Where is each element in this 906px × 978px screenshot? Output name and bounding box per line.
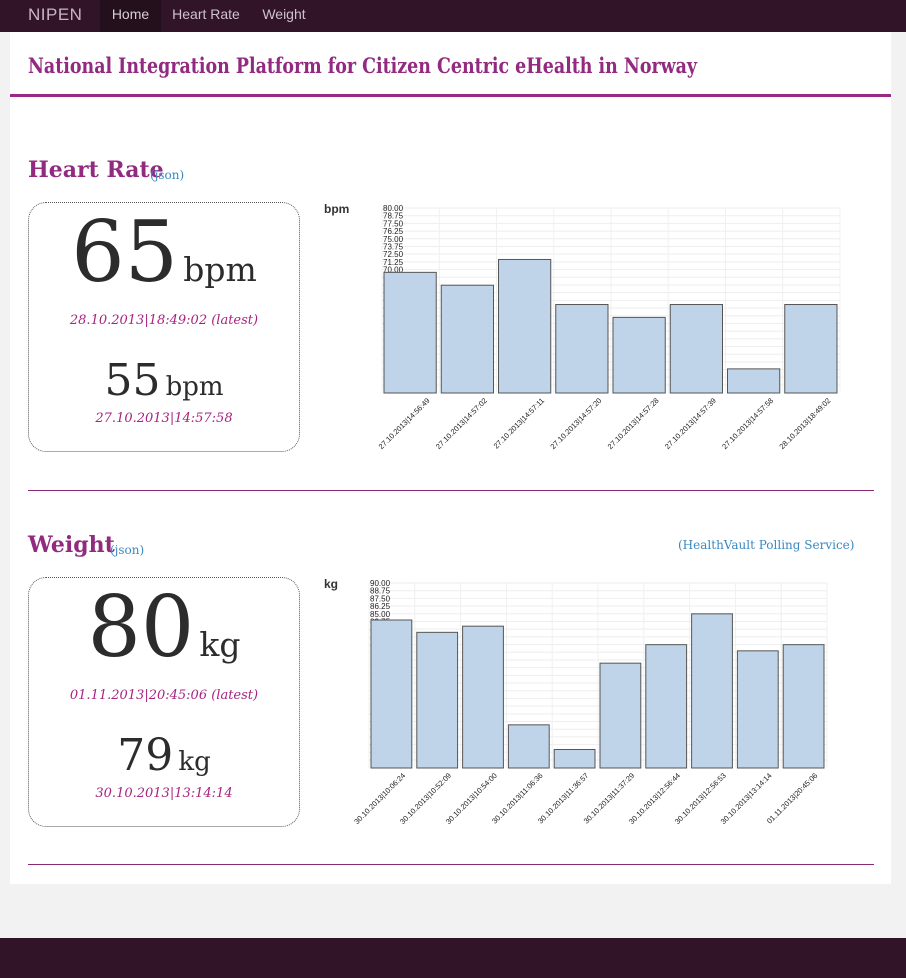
heart-rate-chart: bpm 80.0078.7577.5076.2575.0073.7572.5071… xyxy=(322,200,842,490)
nav-weight[interactable]: Weight xyxy=(253,0,315,32)
brand-logo[interactable]: NIPEN xyxy=(28,5,82,25)
heart-rate-latest-timestamp: 28.10.2013|18:49:02 (latest) xyxy=(29,313,299,328)
chart-bar xyxy=(463,626,504,768)
heart-rate-previous-number: 55 xyxy=(104,355,160,406)
chart-bar xyxy=(600,663,641,768)
weight-json-link[interactable]: (json) xyxy=(110,543,144,557)
chart-bar xyxy=(613,317,665,393)
chart-x-tick-label: 27.10.2013|14:57:02 xyxy=(434,396,489,451)
heart-rate-latest-value: 65 bpm xyxy=(29,203,299,301)
weight-latest-value: 80 kg xyxy=(29,578,299,676)
nav-home[interactable]: Home xyxy=(100,0,161,32)
chart-y-axis-label: bpm xyxy=(324,202,349,216)
chart-bar xyxy=(554,750,595,769)
page-title: National Integration Platform for Citize… xyxy=(28,53,697,78)
weight-chart: kg90.0088.7587.5086.2585.0083.7582.5081.… xyxy=(322,575,842,865)
chart-bar xyxy=(728,369,780,393)
chart-bar xyxy=(417,632,458,768)
weight-previous-timestamp: 30.10.2013|13:14:14 xyxy=(29,786,299,801)
weight-latest-timestamp: 01.11.2013|20:45:06 (latest) xyxy=(29,688,299,703)
chart-x-tick-label: 27.10.2013|14:57:39 xyxy=(663,396,718,451)
weight-latest-number: 80 xyxy=(87,578,194,676)
chart-bar xyxy=(508,725,549,768)
chart-x-tick-label: 28.10.2013|18:49:02 xyxy=(777,396,832,451)
heart-rate-json-link[interactable]: (json) xyxy=(150,168,184,182)
weight-previous-number: 79 xyxy=(117,730,173,781)
heart-rate-divider xyxy=(28,490,874,491)
weight-title: Weight xyxy=(28,532,115,558)
nav-heart-rate[interactable]: Heart Rate xyxy=(164,0,248,32)
chart-bar xyxy=(783,645,824,768)
chart-bar xyxy=(737,651,778,768)
top-navbar: NIPEN Home Heart Rate Weight xyxy=(0,0,906,32)
chart-x-tick-label: 27.10.2013|14:57:58 xyxy=(720,396,775,451)
chart-x-tick-label: 27.10.2013|14:57:28 xyxy=(606,396,661,451)
chart-bar xyxy=(670,305,722,393)
weight-summary-card: 80 kg 01.11.2013|20:45:06 (latest) 79 kg… xyxy=(28,577,300,827)
heart-rate-previous-unit: bpm xyxy=(166,372,224,402)
weight-latest-unit: kg xyxy=(199,625,240,664)
weight-previous-unit: kg xyxy=(178,747,210,777)
chart-x-tick-label: 27.10.2013|14:57:20 xyxy=(548,396,603,451)
healthvault-polling-link[interactable]: (HealthVault Polling Service) xyxy=(678,538,854,552)
heart-rate-title: Heart Rate xyxy=(28,157,164,183)
chart-bar xyxy=(646,645,687,768)
heart-rate-summary-card: 65 bpm 28.10.2013|18:49:02 (latest) 55 b… xyxy=(28,202,300,452)
heart-rate-previous-timestamp: 27.10.2013|14:57:58 xyxy=(29,411,299,426)
chart-x-tick-label: 01.11.2013|20:45:06 xyxy=(765,771,820,826)
chart-bar xyxy=(384,272,436,393)
chart-bar xyxy=(556,305,608,393)
heart-rate-previous-value: 55 bpm xyxy=(29,355,299,406)
chart-x-tick-label: 27.10.2013|14:57:11 xyxy=(492,396,547,451)
chart-bar xyxy=(441,285,493,393)
page-footer xyxy=(0,938,906,978)
chart-bar xyxy=(692,614,733,768)
chart-bar xyxy=(785,305,837,393)
main-container: National Integration Platform for Citize… xyxy=(10,32,891,884)
title-divider xyxy=(10,94,891,97)
weight-previous-value: 79 kg xyxy=(29,730,299,781)
chart-y-axis-label: kg xyxy=(324,577,338,591)
chart-bar xyxy=(499,259,551,393)
weight-divider xyxy=(28,864,874,865)
chart-x-tick-label: 27.10.2013|14:56:49 xyxy=(377,396,432,451)
chart-bar xyxy=(371,620,412,768)
heart-rate-latest-number: 65 xyxy=(71,203,178,301)
heart-rate-latest-unit: bpm xyxy=(183,250,257,289)
